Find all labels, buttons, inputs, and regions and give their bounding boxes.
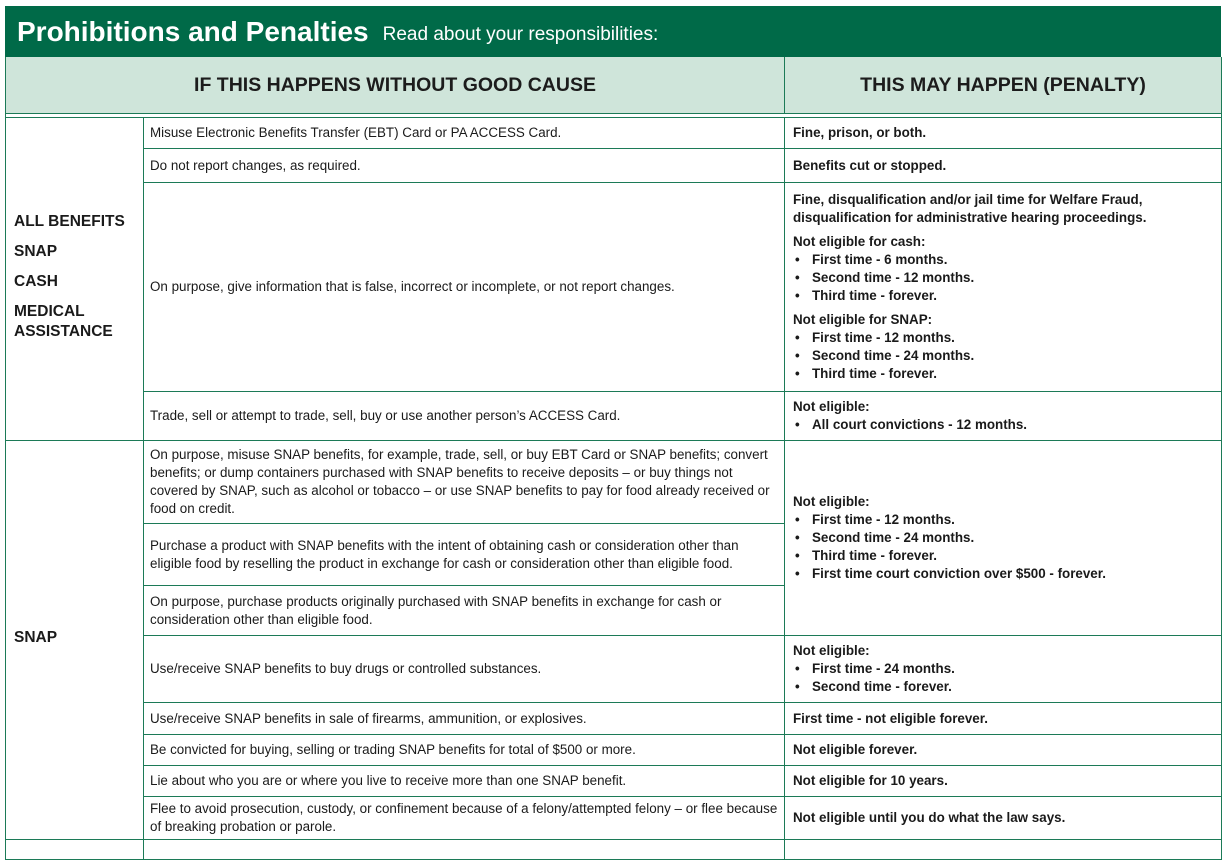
penalty-block: Not eligible for cash: First time - 6 mon… <box>793 233 1215 305</box>
table-row: Be convicted for buying, selling or trad… <box>6 734 1222 766</box>
group-label: MEDICAL ASSISTANCE <box>14 302 113 340</box>
group-label-cell: SNAP <box>5 440 144 840</box>
condition: Trade, sell or attempt to trade, sell, b… <box>143 391 785 441</box>
table-row: ALL BENEFITS SNAP CASH MEDICAL ASSISTANCE Mi… <box>5 117 1222 441</box>
penalty-cell: Not eligible: All court convictions - 12 … <box>784 391 1222 441</box>
penalty-cell: First time - not eligible forever. <box>784 702 1222 735</box>
condition: Lie about who you are or where you live … <box>143 765 785 797</box>
penalty-cell: Not eligible for 10 years. <box>784 765 1222 797</box>
penalty-item: Second time - 24 months. <box>793 529 1215 547</box>
penalty-heading: Not eligible: <box>793 494 870 509</box>
penalty-list: First time - 12 months.Second time - 24 … <box>793 329 1215 383</box>
penalty-heading: Not eligible: <box>793 399 870 414</box>
penalty-list: All court convictions - 12 months. <box>793 416 1215 434</box>
penalty-item: First time - 24 months. <box>793 660 1215 678</box>
penalty-heading: Benefits cut or stopped. <box>793 157 947 173</box>
penalty-heading: Not eligible for SNAP: <box>793 312 933 327</box>
penalty-item: First time court conviction over $500 - … <box>793 565 1215 583</box>
penalty-list: First time - 12 months.Second time - 24 … <box>793 511 1215 583</box>
condition: On purpose, give information that is fal… <box>143 182 785 392</box>
penalty-block: Not eligible: First time - 24 months.Seco… <box>793 642 1215 696</box>
penalty-heading: Not eligible until you do what the law s… <box>793 810 1066 825</box>
column-header: THIS MAY HAPPEN (PENALTY) <box>784 57 1222 114</box>
penalty-list: First time - 24 months.Second time - for… <box>793 660 1215 696</box>
penalty-item: Third time - forever. <box>793 365 1215 383</box>
table-row: Trade, sell or attempt to trade, sell, b… <box>6 391 1222 441</box>
condition: Use/receive SNAP benefits to buy drugs o… <box>143 635 785 703</box>
page: Prohibitions and Penalties Read about yo… <box>0 0 1226 830</box>
penalty-cell: Benefits cut or stopped. <box>784 148 1222 183</box>
group-label: CASH <box>14 272 58 290</box>
penalty-item: Second time - forever. <box>793 678 1215 696</box>
table-row: On purpose, purchase products originally… <box>6 585 1222 636</box>
penalty-item: Second time - 12 months. <box>793 269 1215 287</box>
table-row: Flee to avoid prosecution, custody, or c… <box>6 796 1222 840</box>
penalty-cell: Fine, disqualification and/or jail time … <box>784 182 1222 392</box>
penalty-cell: Not eligible: First time - 24 months.Seco… <box>784 635 1222 703</box>
penalty-heading: Not eligible forever. <box>793 742 918 757</box>
table-row: Do not report changes, as required. Benef… <box>6 148 1222 183</box>
penalty-heading: First time - not eligible forever. <box>793 710 988 726</box>
condition: Do not report changes, as required. <box>143 148 785 183</box>
penalty-block: Not eligible for 10 years. <box>793 772 1215 790</box>
title: Prohibitions and Penalties <box>17 15 369 47</box>
penalty-cell: Not eligible: First time - 12 months.Seco… <box>784 440 1222 636</box>
penalty-block: Not eligible: First time - 12 months.Seco… <box>793 493 1215 583</box>
penalty-block: Benefits cut or stopped. <box>793 157 1215 175</box>
penalty-block: Not eligible for SNAP: First time - 12 mo… <box>793 311 1215 383</box>
penalty-heading: Not eligible for cash: <box>793 234 926 249</box>
penalty-cell: Fine, prison, or both. <box>784 117 1222 149</box>
penalty-heading: Fine, prison, or both. <box>793 125 927 140</box>
condition: On purpose, purchase products originally… <box>143 585 785 636</box>
group-label: ALL BENEFITS <box>14 212 125 230</box>
condition: Misuse Electronic Benefits Transfer (EBT… <box>143 117 785 149</box>
penalty-block: Not eligible until you do what the law s… <box>793 809 1215 827</box>
table-row: On purpose, give information that is fal… <box>6 182 1222 392</box>
table-row: Use/receive SNAP benefits to buy drugs o… <box>6 635 1222 703</box>
group-label-cell: ALL BENEFITS SNAP CASH MEDICAL ASSISTANCE <box>5 117 144 441</box>
penalty-block: Fine, prison, or both. <box>793 124 1215 142</box>
condition: Purchase a product with SNAP benefits wi… <box>143 523 785 586</box>
column-header: IF THIS HAPPENS WITHOUT GOOD CAUSE <box>5 57 785 114</box>
table-row: Use/receive SNAP benefits in sale of fir… <box>6 702 1222 735</box>
penalty-heading: Fine, disqualification and/or jail time … <box>793 192 1147 225</box>
penalty-list: First time - 6 months.Second time - 12 m… <box>793 251 1215 305</box>
table-row: Lie about who you are or where you live … <box>6 765 1222 797</box>
condition: Flee to avoid prosecution, custody, or c… <box>143 796 785 840</box>
penalty-item: Third time - forever. <box>793 287 1215 305</box>
penalty-heading: Not eligible for 10 years. <box>793 773 948 788</box>
penalty-item: First time - 12 months. <box>793 511 1215 529</box>
subtitle: Read about your responsibilities: <box>382 23 659 45</box>
penalty-heading: Not eligible: <box>793 643 870 658</box>
group-label: SNAP <box>14 628 58 646</box>
penalty-cell: Not eligible until you do what the law s… <box>784 796 1222 840</box>
group-label: SNAP <box>14 242 58 260</box>
condition: On purpose, misuse SNAP benefits, for ex… <box>143 440 785 524</box>
penalty-item: All court convictions - 12 months. <box>793 416 1215 434</box>
penalty-item: First time - 6 months. <box>793 251 1215 269</box>
penalty-block: First time - not eligible forever. <box>793 710 1215 728</box>
table-row: SNAP On purpose, misuse SNAP benefits, fo… <box>5 440 1222 840</box>
penalty-block: Not eligible: All court convictions - 12 … <box>793 398 1215 434</box>
penalty-item: Second time - 24 months. <box>793 347 1215 365</box>
table-row: Purchase a product with SNAP benefits wi… <box>6 523 1222 586</box>
penalty-block: Not eligible forever. <box>793 741 1215 759</box>
penalties-table: IF THIS HAPPENS WITHOUT GOOD CAUSE THIS … <box>5 57 1222 860</box>
penalty-block: Fine, disqualification and/or jail time … <box>793 191 1215 227</box>
condition: Be convicted for buying, selling or trad… <box>143 734 785 766</box>
header-bar: Prohibitions and Penalties Read about yo… <box>5 6 1221 57</box>
condition: Use/receive SNAP benefits in sale of fir… <box>143 702 785 735</box>
penalty-item: First time - 12 months. <box>793 329 1215 347</box>
penalty-item: Third time - forever. <box>793 547 1215 565</box>
penalty-cell: Not eligible forever. <box>784 734 1222 766</box>
